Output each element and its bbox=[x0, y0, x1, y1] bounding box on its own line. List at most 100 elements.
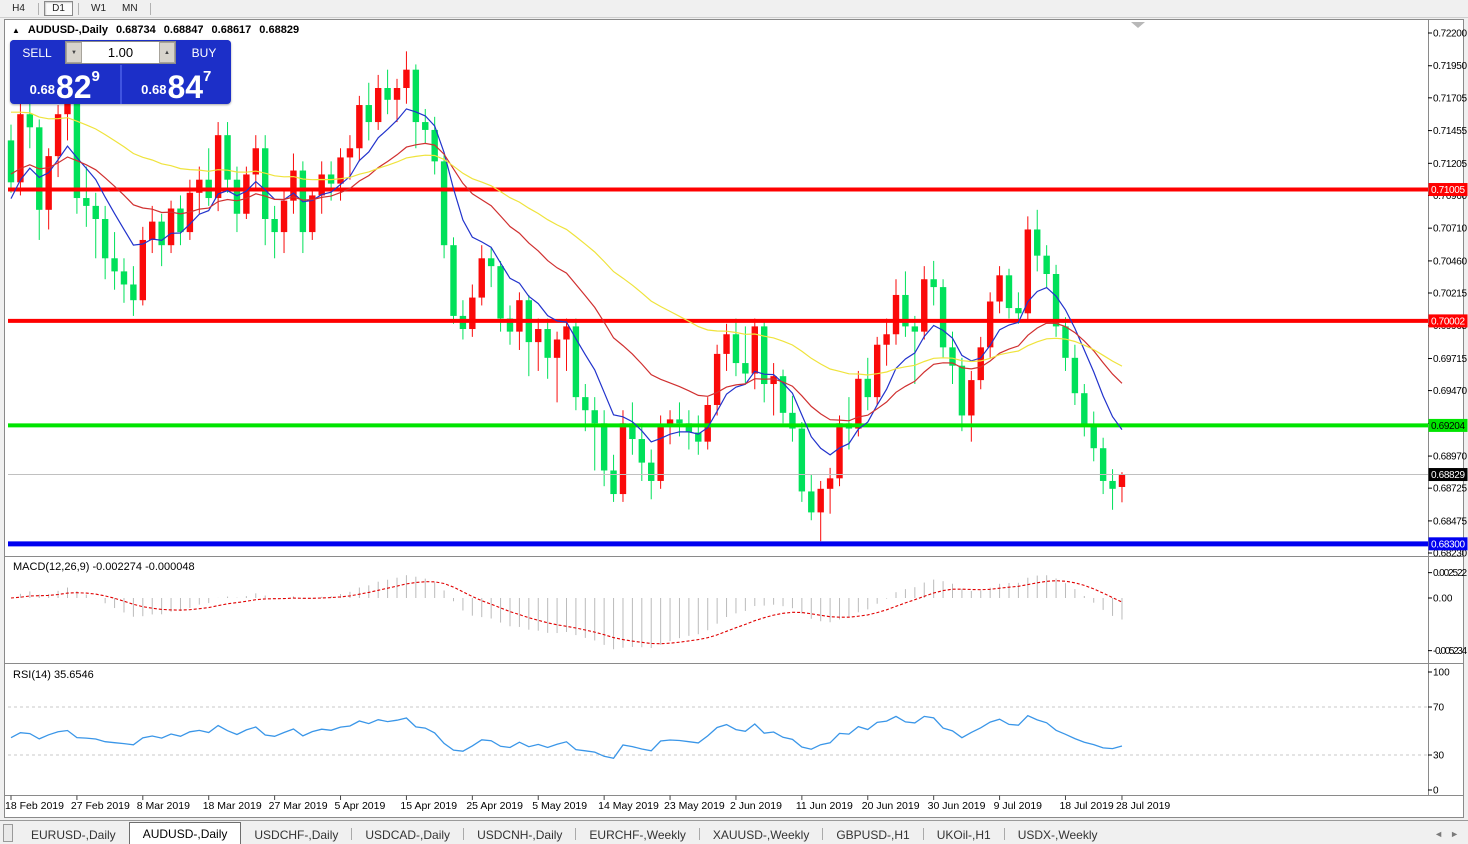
timeframe-button-d1[interactable]: D1 bbox=[44, 1, 73, 16]
ohlc-close: 0.68829 bbox=[259, 24, 300, 36]
arrow-up-icon: ▲ bbox=[164, 49, 170, 56]
svg-text:23 May 2019: 23 May 2019 bbox=[664, 800, 725, 812]
ohlc-high: 0.68847 bbox=[163, 24, 204, 36]
ohlc-low: 0.68617 bbox=[211, 24, 252, 36]
date-axis: 18 Feb 2019 27 Feb 2019 8 Mar 2019 18 Mar 2… bbox=[5, 795, 1170, 812]
chart-tab-ukoil-h1[interactable]: UKOil-,H1 bbox=[936, 827, 991, 842]
toolbar-separator bbox=[149, 2, 151, 15]
buy-price-prefix: 0.68 bbox=[141, 82, 167, 97]
chart-tab-usdchf-daily[interactable]: USDCHF-,Daily bbox=[254, 827, 339, 842]
svg-text:0.002522: 0.002522 bbox=[1433, 568, 1467, 579]
svg-text:5 May 2019: 5 May 2019 bbox=[532, 800, 587, 812]
candles-layer bbox=[7, 51, 1126, 542]
svg-text:14 May 2019: 14 May 2019 bbox=[598, 800, 659, 812]
svg-text:15 Apr 2019: 15 Apr 2019 bbox=[400, 800, 457, 812]
tab-separator bbox=[822, 828, 824, 840]
ohlc-open: 0.68734 bbox=[116, 24, 156, 36]
svg-text:0.70002: 0.70002 bbox=[1431, 316, 1465, 327]
sell-price[interactable]: 0.68 82 9 bbox=[10, 65, 120, 104]
autoscroll-icon[interactable] bbox=[1131, 22, 1145, 28]
tab-scroll-left-icon[interactable]: ◄ bbox=[1434, 829, 1444, 839]
svg-text:0.00: 0.00 bbox=[1433, 594, 1453, 605]
timeframe-button-mn[interactable]: MN bbox=[115, 1, 145, 16]
tab-bar-stub bbox=[3, 824, 13, 842]
arrow-down-icon: ▼ bbox=[71, 49, 77, 56]
svg-text:9 Jul 2019: 9 Jul 2019 bbox=[994, 800, 1043, 812]
svg-text:27 Feb 2019: 27 Feb 2019 bbox=[71, 800, 130, 812]
toolbar-separator bbox=[78, 2, 79, 15]
svg-text:70: 70 bbox=[1433, 703, 1445, 714]
tab-scroll-right-icon[interactable]: ► bbox=[1450, 829, 1459, 839]
chart-tab-audusd-daily[interactable]: AUDUSD-,Daily bbox=[128, 822, 242, 844]
price-tag-0.69204 bbox=[1428, 418, 1468, 432]
svg-text:0.71705: 0.71705 bbox=[1433, 93, 1467, 104]
chart-background bbox=[5, 20, 1463, 817]
svg-text:18 Mar 2019: 18 Mar 2019 bbox=[203, 800, 262, 812]
svg-text:30: 30 bbox=[1433, 751, 1445, 762]
volume-decrease-button[interactable]: ▼ bbox=[66, 42, 82, 63]
tab-separator bbox=[922, 828, 924, 840]
svg-text:18 Feb 2019: 18 Feb 2019 bbox=[5, 800, 64, 812]
svg-text:0.68829: 0.68829 bbox=[1431, 470, 1465, 481]
svg-text:0.72200: 0.72200 bbox=[1433, 29, 1467, 40]
volume-control: ▼ 1.00 ▲ bbox=[65, 41, 176, 64]
svg-text:28 Jul 2019: 28 Jul 2019 bbox=[1116, 800, 1170, 812]
price-tag-0.68829 bbox=[1428, 468, 1468, 482]
svg-text:0.71005: 0.71005 bbox=[1431, 185, 1465, 196]
chart-tab-usdcad-daily[interactable]: USDCAD-,Daily bbox=[365, 827, 451, 842]
chart-tab-usdcnh-daily[interactable]: USDCNH-,Daily bbox=[477, 827, 563, 842]
sell-price-big: 82 bbox=[55, 68, 92, 104]
chart-tab-bar: EURUSD-,Daily AUDUSD-,Daily USDCHF-,Daily U… bbox=[0, 820, 1468, 844]
sell-price-pip: 9 bbox=[91, 68, 100, 85]
sell-button[interactable]: SELL bbox=[10, 40, 64, 65]
chart-tab-xauusd-weekly[interactable]: XAUUSD-,Weekly bbox=[712, 827, 810, 842]
tab-scroll-arrows: ◄ ► bbox=[1434, 829, 1468, 844]
macd-indicator-label: MACD(12,26,9) -0.002274 -0.000048 bbox=[13, 561, 195, 573]
svg-text:0: 0 bbox=[1433, 786, 1439, 797]
price-tag-0.70002 bbox=[1428, 314, 1468, 328]
svg-text:2 Jun 2019: 2 Jun 2019 bbox=[730, 800, 782, 812]
timeframe-button-w1[interactable]: W1 bbox=[84, 1, 113, 16]
svg-text:0.69470: 0.69470 bbox=[1433, 386, 1467, 397]
svg-text:5 Apr 2019: 5 Apr 2019 bbox=[335, 800, 386, 812]
price-axis: 0.72200 0.71950 0.71705 0.71455 0.71205 0.709… bbox=[1428, 29, 1468, 797]
price-tag-0.68300 bbox=[1428, 537, 1468, 551]
svg-text:-0.005234: -0.005234 bbox=[1433, 646, 1467, 657]
panel-divider bbox=[119, 65, 122, 104]
svg-text:11 Jun 2019: 11 Jun 2019 bbox=[796, 800, 853, 812]
buy-price[interactable]: 0.68 84 7 bbox=[122, 65, 232, 104]
svg-text:8 Mar 2019: 8 Mar 2019 bbox=[137, 800, 190, 812]
buy-price-big: 84 bbox=[167, 68, 204, 104]
tab-separator bbox=[698, 828, 700, 840]
tab-separator bbox=[351, 828, 353, 840]
timeframe-button-h4[interactable]: H4 bbox=[4, 1, 33, 16]
collapse-panel-icon[interactable]: ▲ bbox=[12, 25, 20, 35]
svg-text:0.68970: 0.68970 bbox=[1433, 452, 1467, 463]
svg-text:0.70710: 0.70710 bbox=[1433, 224, 1467, 235]
chart-tab-eurchf-weekly[interactable]: EURCHF-,Weekly bbox=[589, 827, 686, 842]
svg-text:20 Jun 2019: 20 Jun 2019 bbox=[862, 800, 920, 812]
svg-text:27 Mar 2019: 27 Mar 2019 bbox=[269, 800, 328, 812]
rsi-line bbox=[10, 714, 1123, 760]
chart-tab-usdx-weekly[interactable]: USDX-,Weekly bbox=[1017, 827, 1098, 842]
ma-slow-yellow bbox=[11, 111, 1123, 376]
macd-signal-line bbox=[10, 580, 1123, 645]
timeframe-toolbar: H4 D1 W1 MN bbox=[0, 0, 1468, 18]
svg-text:0.71205: 0.71205 bbox=[1433, 159, 1467, 170]
chart-canvas[interactable]: 0.72200 0.71950 0.71705 0.71455 0.71205 0.709… bbox=[0, 0, 1468, 820]
volume-input[interactable]: 1.00 bbox=[107, 45, 134, 60]
tab-separator bbox=[575, 828, 577, 840]
svg-text:30 Jun 2019: 30 Jun 2019 bbox=[928, 800, 986, 812]
rsi-indicator-label: RSI(14) 35.6546 bbox=[13, 669, 94, 681]
buy-price-pip: 7 bbox=[203, 68, 212, 85]
buy-button[interactable]: BUY bbox=[177, 40, 231, 65]
chart-tab-eurusd-daily[interactable]: EURUSD-,Daily bbox=[31, 827, 116, 842]
chart-window-border bbox=[4, 19, 1464, 818]
svg-text:0.70460: 0.70460 bbox=[1433, 256, 1467, 267]
svg-text:100: 100 bbox=[1433, 668, 1450, 679]
chart-tab-gbpusd-h1[interactable]: GBPUSD-,H1 bbox=[836, 827, 910, 842]
svg-text:18 Jul 2019: 18 Jul 2019 bbox=[1059, 800, 1113, 812]
volume-increase-button[interactable]: ▲ bbox=[159, 42, 175, 63]
svg-text:25 Apr 2019: 25 Apr 2019 bbox=[466, 800, 523, 812]
